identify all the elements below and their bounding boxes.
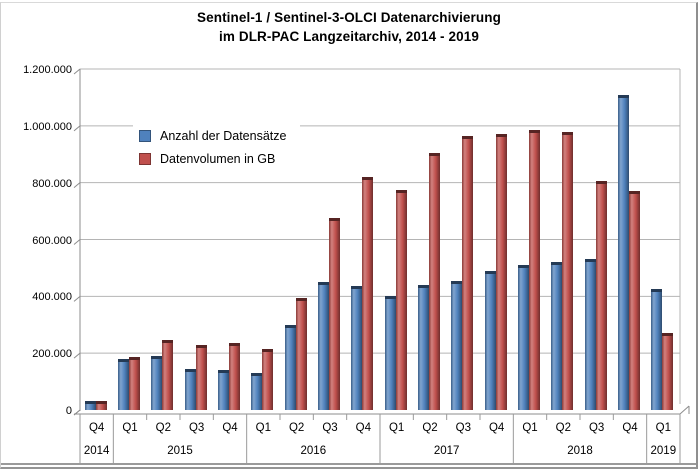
x-axis-quarter-2016-Q4: Q4 — [355, 422, 371, 434]
chart-title-line-2: im DLR-PAC Langzeitarchiv, 2014 - 2019 — [219, 29, 479, 44]
bar-anzahl-4-Q4 — [217, 370, 229, 410]
x-axis-quarter-2018-Q2: Q2 — [555, 422, 571, 434]
x-axis-quarter-2017-Q2: Q2 — [422, 422, 438, 434]
bar-volumen-12-Q4 — [495, 134, 507, 410]
chart-title-line-1: Sentinel-1 / Sentinel-3-OLCI Datenarchiv… — [197, 10, 501, 25]
x-axis-quarter-2016-Q2: Q2 — [288, 422, 305, 434]
bar-volumen-8-Q4 — [362, 177, 374, 410]
bar-anzahl-2-Q2 — [151, 356, 163, 410]
y-axis-tick-800.000: 800.000 — [32, 177, 72, 190]
bar-volumen-11-Q3 — [462, 136, 474, 410]
x-axis-year-2016: 2016 — [300, 445, 327, 457]
x-axis-quarter-2015-Q4: Q4 — [222, 422, 238, 434]
bar-volumen-17-Q1 — [662, 333, 674, 410]
bar-volumen-14-Q2 — [562, 132, 574, 410]
y-axis-tick-200.000: 200.000 — [32, 348, 72, 361]
bar-anzahl-1-Q1 — [117, 359, 129, 410]
x-axis-year-2019: 2019 — [650, 445, 677, 457]
bar-volumen-16-Q4 — [628, 191, 640, 410]
x-axis-quarter-2017-Q1: Q1 — [388, 422, 405, 434]
y-axis-tick-0: 0 — [65, 405, 72, 417]
bar-volumen-6-Q2 — [295, 298, 307, 410]
bar-anzahl-15-Q3 — [584, 259, 596, 410]
legend: Anzahl der Datensätze Datenvolumen in GB — [133, 123, 301, 172]
bar-anzahl-13-Q1 — [517, 265, 529, 410]
bar-anzahl-3-Q3 — [184, 369, 196, 410]
bar-volumen-9-Q1 — [395, 190, 407, 410]
legend-swatch-red-icon — [139, 153, 151, 165]
x-axis-quarter-2015-Q3: Q3 — [188, 422, 205, 434]
x-axis-quarter-2017-Q4: Q4 — [488, 422, 505, 434]
bar-volumen-2-Q2 — [162, 340, 174, 410]
y-axis-tick-400.000: 400.000 — [32, 291, 72, 304]
bar-volumen-13-Q1 — [528, 130, 540, 410]
bar-volumen-15-Q3 — [595, 181, 607, 410]
x-axis-quarter-2014-Q4: Q4 — [88, 422, 105, 434]
bar-anzahl-17-Q1 — [651, 289, 663, 410]
bar-volumen-10-Q2 — [428, 153, 440, 410]
bar-anzahl-11-Q3 — [451, 281, 463, 410]
x-axis-quarter-2019-Q1: Q1 — [655, 422, 671, 434]
y-axis-tick-600.000: 600.000 — [32, 234, 72, 247]
bar-volumen-3-Q3 — [195, 345, 207, 410]
x-axis-quarter-2015-Q2: Q2 — [155, 422, 171, 434]
bar-volumen-4-Q4 — [228, 343, 240, 410]
bar-anzahl-0-Q4 — [84, 401, 96, 410]
bar-anzahl-5-Q1 — [251, 373, 263, 410]
x-axis-year-2015: 2015 — [167, 445, 193, 457]
bar-anzahl-6-Q2 — [284, 325, 296, 410]
x-axis-quarter-2017-Q3: Q3 — [455, 422, 471, 434]
bar-anzahl-7-Q3 — [317, 282, 329, 410]
legend-item-anzahl: Anzahl der Datensätze — [139, 129, 286, 143]
legend-label-anzahl: Anzahl der Datensätze — [160, 129, 287, 143]
x-axis-quarter-2018-Q3: Q3 — [588, 422, 605, 434]
bar-volumen-1-Q1 — [128, 357, 140, 410]
x-axis-year-2014: 2014 — [83, 445, 110, 457]
legend-label-datenvolumen: Datenvolumen in GB — [160, 152, 276, 166]
bar-anzahl-14-Q2 — [551, 262, 563, 410]
legend-item-datenvolumen: Datenvolumen in GB — [139, 152, 286, 166]
x-axis-quarter-2018-Q1: Q1 — [522, 422, 538, 434]
chart-title: Sentinel-1 / Sentinel-3-OLCI Datenarchiv… — [0, 8, 698, 46]
bar-anzahl-8-Q4 — [351, 286, 363, 410]
x-axis-quarter-2016-Q1: Q1 — [255, 422, 271, 434]
x-axis-quarter-2016-Q3: Q3 — [322, 422, 338, 434]
bar-volumen-5-Q1 — [262, 349, 274, 410]
bar-anzahl-12-Q4 — [484, 271, 496, 410]
bar-volumen-7-Q3 — [328, 218, 340, 410]
bar-anzahl-10-Q2 — [417, 285, 429, 410]
x-axis-year-2017: 2017 — [433, 445, 460, 457]
bar-volumen-0-Q4 — [95, 401, 107, 410]
x-axis-quarter-2015-Q1: Q1 — [122, 422, 138, 434]
x-axis-year-2018: 2018 — [567, 445, 593, 457]
y-axis-tick-1.000.000: 1.000.000 — [23, 120, 72, 133]
x-axis-quarter-2018-Q4: Q4 — [622, 422, 638, 434]
bar-anzahl-16-Q4 — [617, 95, 629, 410]
bar-anzahl-9-Q1 — [384, 296, 396, 410]
y-axis-tick-1.200.000: 1.200.000 — [23, 64, 72, 76]
legend-swatch-blue-icon — [139, 130, 151, 142]
